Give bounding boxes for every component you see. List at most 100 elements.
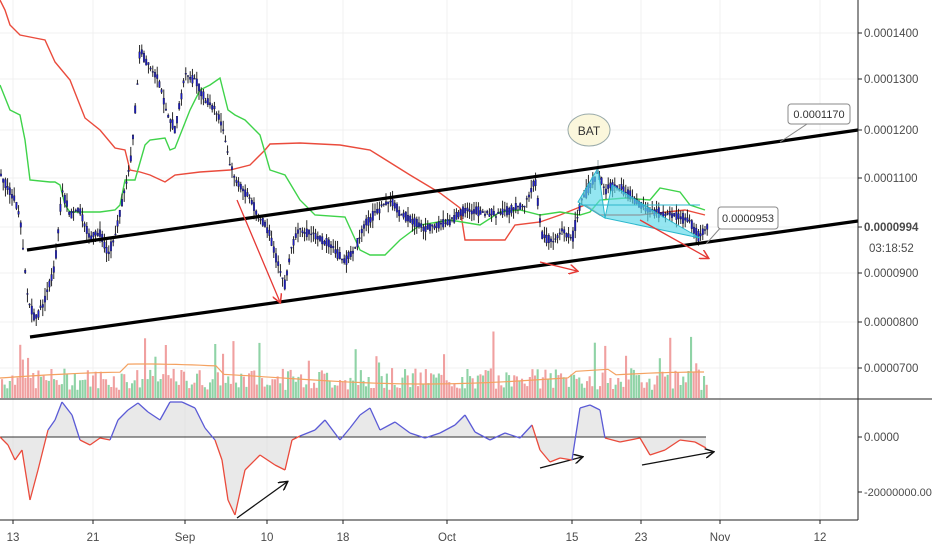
price-tick-label: 0.0001300 xyxy=(864,74,918,86)
oscillator-segment xyxy=(234,469,246,516)
volume-bar xyxy=(154,356,157,398)
candle-body xyxy=(200,90,203,97)
candle-body xyxy=(327,239,330,248)
candle-body xyxy=(530,187,533,193)
candle-body xyxy=(688,219,691,222)
candle-body xyxy=(145,58,148,66)
candle-body xyxy=(83,223,86,227)
candle-body xyxy=(558,232,561,235)
candle-body xyxy=(602,186,605,188)
volume-bar xyxy=(580,383,583,398)
candle-body xyxy=(363,224,365,229)
oscillator-segment xyxy=(159,401,171,421)
candle-body xyxy=(167,115,170,118)
volume-bar xyxy=(268,385,271,398)
volume-bar xyxy=(16,377,19,398)
volume-bar xyxy=(138,387,141,398)
volume-bar xyxy=(45,380,48,398)
oscillator-segment xyxy=(89,437,101,446)
volume-bar xyxy=(240,373,243,398)
volume-bar xyxy=(193,382,196,398)
candle-body xyxy=(506,206,508,216)
current-price-label: 0.0000994 xyxy=(864,222,919,234)
candle-body xyxy=(26,293,29,295)
volume-bar xyxy=(214,344,217,398)
candle-body xyxy=(55,250,57,259)
volume-bar xyxy=(58,384,61,398)
volume-bar xyxy=(612,389,615,398)
pattern-label: BAT xyxy=(578,124,601,138)
candle-body xyxy=(690,220,693,229)
volume-bar xyxy=(159,379,162,398)
candle-body xyxy=(420,223,423,228)
volume-bar xyxy=(635,375,638,398)
candle-body xyxy=(404,211,407,222)
volume-bar xyxy=(359,370,362,398)
oscillator-segment xyxy=(464,414,476,433)
candle-body xyxy=(457,211,460,218)
callout-text: 0.0001170 xyxy=(793,109,844,121)
volume-bar xyxy=(664,376,667,398)
candle-body xyxy=(50,274,53,281)
candle-body xyxy=(682,213,684,224)
volume-bar xyxy=(476,375,479,398)
candle-body xyxy=(525,198,528,200)
candle-body xyxy=(61,190,64,193)
candle-body xyxy=(323,241,326,245)
candle-body xyxy=(371,210,374,221)
candle-body xyxy=(517,205,519,208)
volume-bar xyxy=(677,372,680,398)
volume-bar xyxy=(684,382,687,398)
candle-body xyxy=(213,106,216,110)
volume-bar xyxy=(128,388,131,398)
oscillator-segment xyxy=(519,424,533,439)
oscillator-segment xyxy=(571,407,581,461)
volume-bar xyxy=(32,373,35,398)
volume-bar xyxy=(474,388,477,398)
candle-body xyxy=(209,102,211,106)
candle-body xyxy=(479,210,482,215)
candle-body xyxy=(655,209,658,213)
candle-body xyxy=(88,233,90,238)
candle-body xyxy=(503,209,506,211)
oscillator-segment xyxy=(109,419,119,441)
candle-body xyxy=(624,191,627,194)
candle-body xyxy=(451,217,453,219)
volume-bar xyxy=(188,388,191,398)
volume-bar xyxy=(294,381,297,398)
oscillator-segment xyxy=(664,439,681,451)
volume-bar xyxy=(115,387,118,398)
volume-bar xyxy=(183,371,186,398)
oscillator-segment xyxy=(0,436,9,446)
candle-body xyxy=(464,208,467,214)
candle-body xyxy=(92,232,95,237)
candle-body xyxy=(446,219,449,225)
callout-pointer xyxy=(779,121,811,143)
volume-bar xyxy=(224,382,227,398)
candle-body xyxy=(173,126,176,134)
oscillator-segment xyxy=(349,414,361,429)
time-tick-label: Sep xyxy=(175,532,195,544)
candle-body xyxy=(248,197,251,199)
volume-bar xyxy=(19,344,22,398)
candle-body xyxy=(158,81,161,88)
candle-body xyxy=(17,211,20,215)
volume-bar xyxy=(630,368,633,398)
candle-body xyxy=(202,91,205,100)
time-tick-label: 12 xyxy=(814,532,827,544)
candle-body xyxy=(380,204,383,207)
candle-body xyxy=(180,93,183,100)
volume-bar xyxy=(341,381,344,398)
volume-bar xyxy=(492,331,495,398)
volume-bar xyxy=(692,372,695,398)
volume-bar xyxy=(146,379,149,398)
candle-body xyxy=(292,239,295,246)
volume-bar xyxy=(86,370,89,398)
candle-body xyxy=(334,249,337,254)
candle-body xyxy=(171,119,174,129)
oscillator-segment xyxy=(314,419,326,431)
volume-bar xyxy=(125,382,128,398)
volume-bar xyxy=(250,371,253,398)
candle-body xyxy=(411,219,414,225)
volume-bar xyxy=(588,376,591,398)
